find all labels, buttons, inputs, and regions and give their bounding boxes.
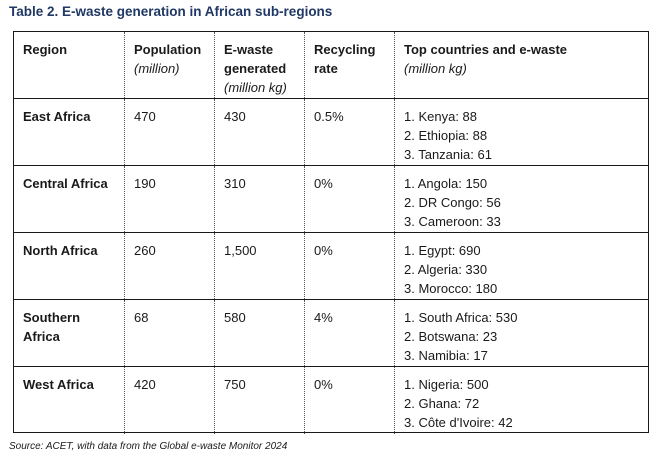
top-country-1: 1. Kenya: 88 (404, 109, 477, 124)
region-cell: North Africa (23, 243, 98, 258)
header-population-label: Population (134, 42, 202, 57)
table-caption: Table 2. E-waste generation in African s… (9, 4, 333, 19)
top-country-2: 2. DR Congo: 56 (404, 195, 501, 210)
header-top-unit: (million kg) (404, 61, 467, 76)
recycling-cell: 4% (304, 300, 394, 366)
population-cell: 260 (124, 233, 214, 299)
ewaste-cell: 580 (214, 300, 304, 366)
region-cell: Central Africa (23, 176, 108, 191)
table-row: Southern Africa 68 580 4% 1. South Afric… (14, 300, 648, 367)
top-country-3: 3. Côte d'Ivoire: 42 (404, 415, 513, 430)
top-country-3: 3. Morocco: 180 (404, 281, 498, 296)
ewaste-cell: 750 (214, 367, 304, 434)
recycling-cell: 0% (304, 367, 394, 434)
header-top-countries: Top countries and e-waste (million kg) (394, 32, 648, 98)
header-population-unit: (million) (134, 61, 180, 76)
region-cell: Southern Africa (23, 310, 81, 344)
header-ewaste-label: E-waste generated (224, 42, 287, 76)
header-top-label: Top countries and e-waste (404, 42, 568, 57)
table-row: North Africa 260 1,500 0% 1. Egypt: 690 … (14, 233, 648, 300)
region-cell: West Africa (23, 377, 94, 392)
population-cell: 420 (124, 367, 214, 434)
table-row: Central Africa 190 310 0% 1. Angola: 150… (14, 166, 648, 233)
table-header-row: Region Population (million) E-waste gene… (14, 32, 648, 99)
table-row: East Africa 470 430 0.5% 1. Kenya: 88 2.… (14, 99, 648, 166)
top-country-3: 3. Tanzania: 61 (404, 147, 492, 162)
top-country-1: 1. South Africa: 530 (404, 310, 518, 325)
header-population: Population (million) (124, 32, 214, 98)
top-country-3: 3. Cameroon: 33 (404, 214, 501, 229)
top-countries-cell: 1. Egypt: 690 2. Algeria: 330 3. Morocco… (394, 233, 648, 299)
population-cell: 470 (124, 99, 214, 165)
top-country-1: 1. Angola: 150 (404, 176, 488, 191)
region-cell: East Africa (23, 109, 91, 124)
ewaste-cell: 1,500 (214, 233, 304, 299)
ewaste-cell: 310 (214, 166, 304, 232)
recycling-cell: 0% (304, 233, 394, 299)
top-country-2: 2. Botswana: 23 (404, 329, 498, 344)
source-note: Source: ACET, with data from the Global … (9, 441, 288, 452)
header-recycling-label: Recycling rate (314, 42, 376, 76)
population-cell: 190 (124, 166, 214, 232)
top-countries-cell: 1. Nigeria: 500 2. Ghana: 72 3. Côte d'I… (394, 367, 648, 434)
recycling-cell: 0.5% (304, 99, 394, 165)
ewaste-cell: 430 (214, 99, 304, 165)
header-region: Region (14, 32, 124, 98)
header-ewaste-unit: (million kg) (224, 80, 287, 95)
top-country-2: 2. Ghana: 72 (404, 396, 480, 411)
top-country-2: 2. Algeria: 330 (404, 262, 488, 277)
top-country-1: 1. Egypt: 690 (404, 243, 481, 258)
header-ewaste: E-waste generated (million kg) (214, 32, 304, 98)
top-country-1: 1. Nigeria: 500 (404, 377, 489, 392)
top-country-3: 3. Namibia: 17 (404, 348, 488, 363)
recycling-cell: 0% (304, 166, 394, 232)
population-cell: 68 (124, 300, 214, 366)
ewaste-table: Region Population (million) E-waste gene… (13, 31, 649, 434)
header-region-label: Region (23, 42, 68, 57)
top-countries-cell: 1. South Africa: 530 2. Botswana: 23 3. … (394, 300, 648, 366)
header-recycling: Recycling rate (304, 32, 394, 98)
top-countries-cell: 1. Kenya: 88 2. Ethiopia: 88 3. Tanzania… (394, 99, 648, 165)
top-country-2: 2. Ethiopia: 88 (404, 128, 488, 143)
top-countries-cell: 1. Angola: 150 2. DR Congo: 56 3. Camero… (394, 166, 648, 232)
table-row: West Africa 420 750 0% 1. Nigeria: 500 2… (14, 367, 648, 434)
